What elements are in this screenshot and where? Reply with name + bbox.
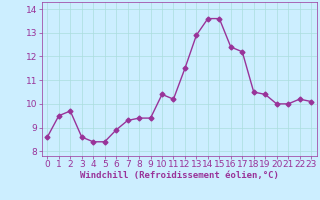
X-axis label: Windchill (Refroidissement éolien,°C): Windchill (Refroidissement éolien,°C)	[80, 171, 279, 180]
